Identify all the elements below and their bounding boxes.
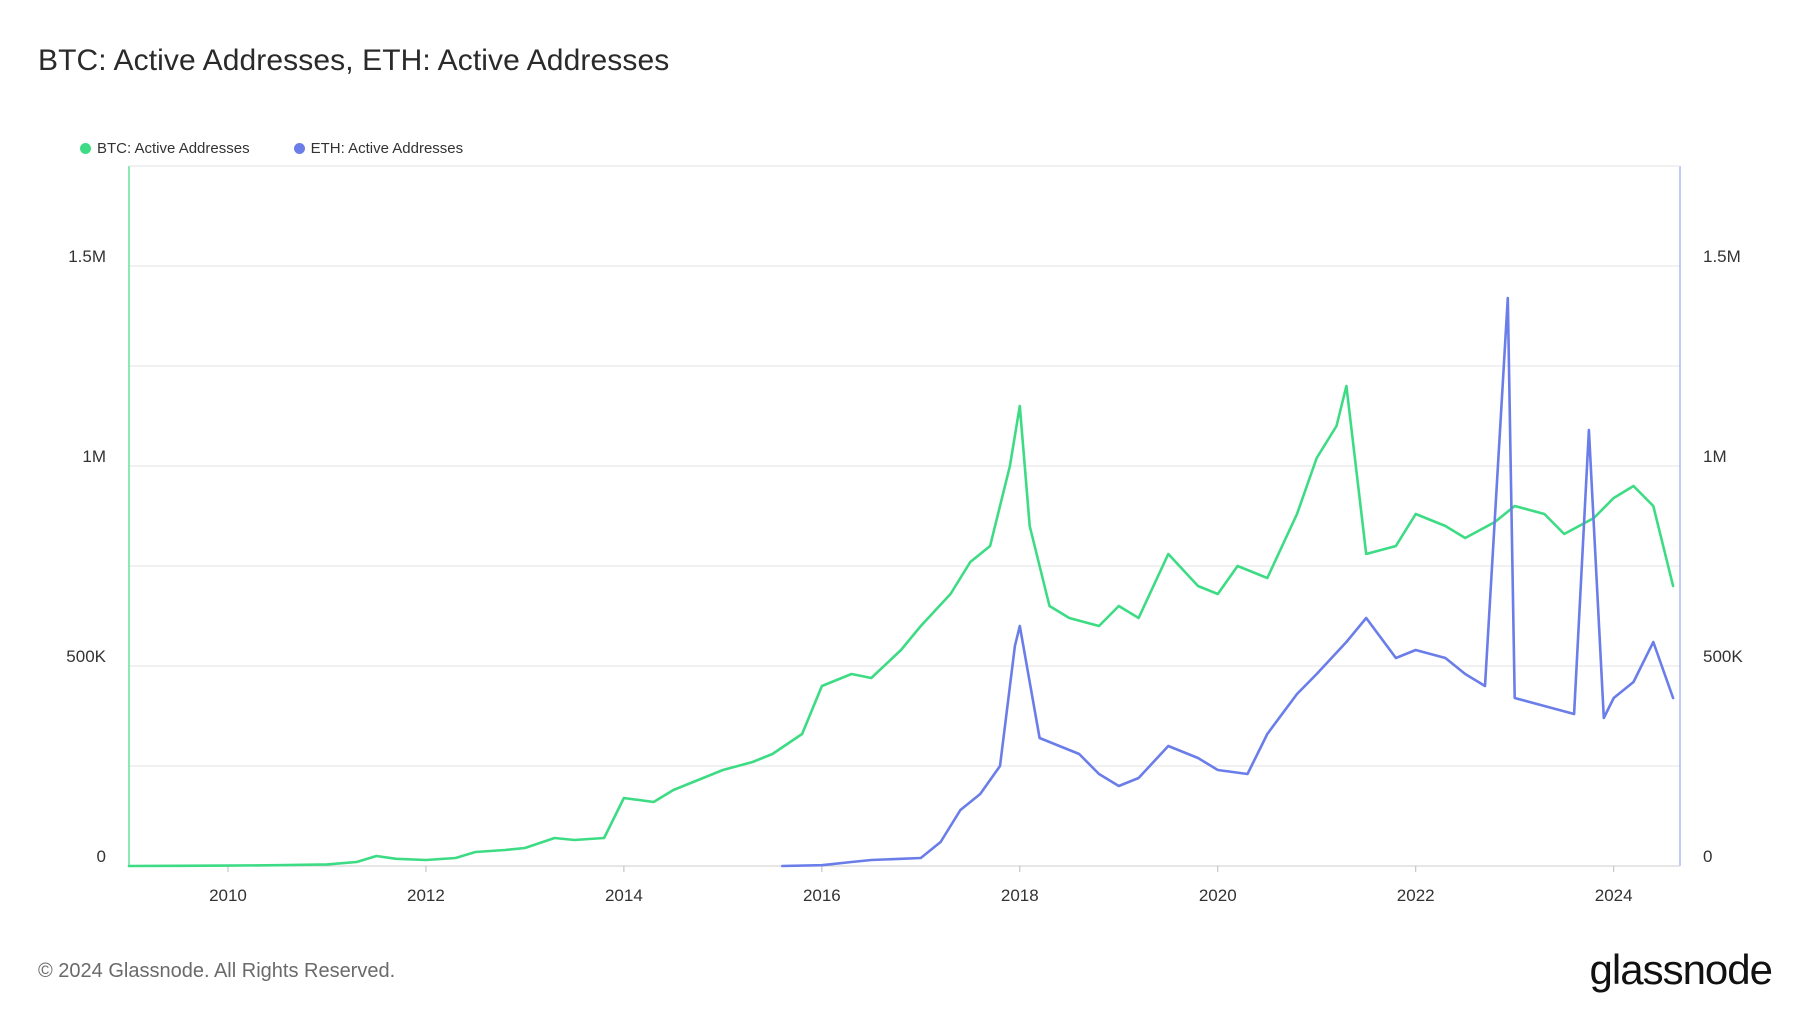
copyright-text: © 2024 Glassnode. All Rights Reserved. (38, 960, 396, 982)
x-tick-label: 2018 (1001, 886, 1039, 905)
chart-legend: BTC: Active Addresses ETH: Active Addres… (80, 140, 463, 157)
x-tick-label: 2014 (605, 886, 643, 905)
btc-series-line (127, 384, 1675, 868)
legend-item-eth[interactable]: ETH: Active Addresses (293, 140, 464, 157)
left-y-tick-label: 1.5M (68, 247, 106, 266)
legend-item-btc[interactable]: BTC: Active Addresses (80, 140, 250, 157)
x-tick-label: 2022 (1397, 886, 1435, 905)
eth-series-line (781, 296, 1675, 868)
series-lines (127, 296, 1675, 868)
left-y-tick-label: 500K (66, 647, 106, 666)
right-y-tick-label: 1.5M (1703, 247, 1741, 266)
x-tick-label: 2012 (407, 886, 445, 905)
left-y-tick-label: 1M (82, 447, 106, 466)
x-tick-label: 2016 (803, 886, 841, 905)
right-y-tick-label: 500K (1703, 647, 1743, 666)
legend-dot-eth (293, 143, 305, 154)
tick-labels: 2010 2012 2014 2016 2018 2020 2022 2024 0 0 500K 50… (66, 247, 1743, 905)
axes (128, 165, 1681, 872)
left-y-tick-label: 0 (97, 847, 106, 866)
chart-title: BTC: Active Addresses, ETH: Active Addre… (38, 44, 670, 77)
x-tick-label: 2024 (1595, 886, 1633, 905)
legend-label-eth: ETH: Active Addresses (310, 140, 464, 157)
x-tick-label: 2010 (209, 886, 247, 905)
right-y-tick-label: 0 (1703, 847, 1712, 866)
legend-dot-btc (80, 143, 91, 154)
x-tick-label: 2020 (1199, 886, 1237, 905)
legend-label-btc: BTC: Active Addresses (97, 140, 250, 157)
grid-lines (129, 265, 1680, 867)
right-y-tick-label: 1M (1703, 447, 1727, 466)
glassnode-logo: glassnode (1589, 946, 1773, 993)
